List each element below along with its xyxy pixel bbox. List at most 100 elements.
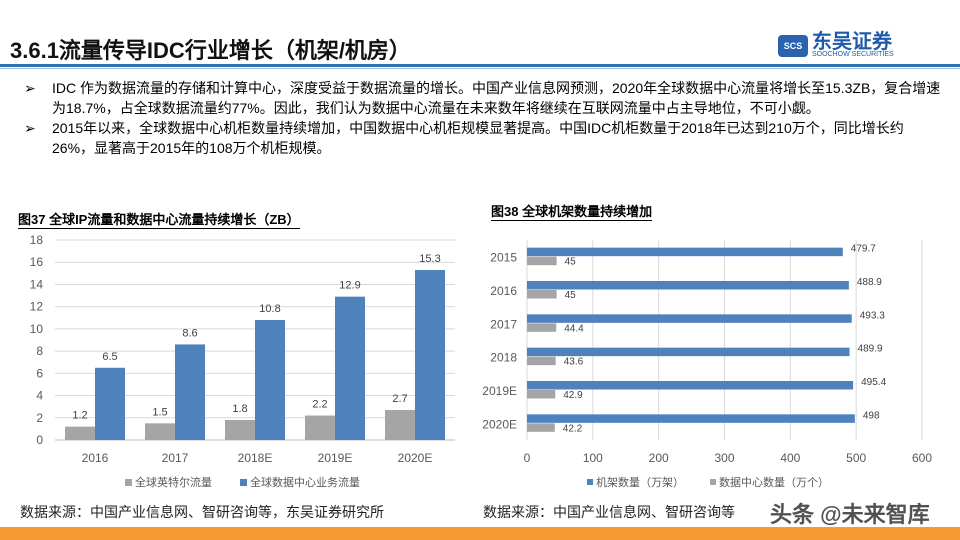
chart37-title: 图37 全球IP流量和数据中心流量持续增长（ZB） <box>18 212 300 229</box>
source-right: 数据来源：中国产业信息网、智研咨询等 <box>483 504 735 520</box>
data-label: 493.3 <box>860 310 885 321</box>
data-label: 45 <box>565 257 577 268</box>
header-divider <box>0 64 960 67</box>
data-label: 43.6 <box>564 357 584 368</box>
x-tick-label: 0 <box>524 451 531 465</box>
chart38-title: 图38 全球机架数量持续增加 <box>491 204 653 221</box>
source-left: 数据来源：中国产业信息网、智研咨询等，东吴证券研究所 <box>20 504 384 520</box>
bar <box>527 423 555 432</box>
data-label: 2.7 <box>392 393 407 405</box>
arrow-right-icon: ➢ <box>24 80 36 96</box>
data-label: 1.8 <box>232 403 247 415</box>
y-tick-label: 16 <box>30 255 44 269</box>
bar <box>255 320 285 440</box>
bullet-item: ➢ IDC 作为数据流量的存储和计算中心，深度受益于数据流量的增长。中国产业信息网… <box>24 78 944 118</box>
legend-label: 数据中心数量（万个） <box>719 475 829 489</box>
bar <box>305 415 335 440</box>
bar <box>527 247 843 257</box>
bar <box>527 356 556 366</box>
x-tick-label: 500 <box>846 451 866 465</box>
data-label: 42.2 <box>563 423 583 434</box>
data-label: 15.3 <box>419 253 440 265</box>
x-tick-label: 2017 <box>162 451 189 465</box>
bullet-text: IDC 作为数据流量的存储和计算中心，深度受益于数据流量的增长。中国产业信息网预… <box>52 80 941 116</box>
logo-en: SOOCHOW SECURITIES <box>812 51 894 58</box>
y-tick-label: 2020E <box>482 417 517 431</box>
logo-cn: 东吴证券 <box>812 31 892 53</box>
y-tick-label: 2015 <box>490 251 517 265</box>
data-label: 488.9 <box>857 277 882 288</box>
bar <box>527 314 852 323</box>
y-tick-label: 0 <box>36 433 43 447</box>
legend-swatch <box>587 479 593 485</box>
y-tick-label: 14 <box>30 277 44 291</box>
bullet-list: ➢ IDC 作为数据流量的存储和计算中心，深度受益于数据流量的增长。中国产业信息网… <box>24 78 944 158</box>
bar <box>385 410 415 440</box>
data-label: 498 <box>863 410 880 421</box>
bar <box>527 281 849 290</box>
y-tick-label: 2017 <box>490 317 517 331</box>
bar <box>527 414 855 423</box>
legend-swatch <box>125 479 132 486</box>
bar <box>527 256 557 266</box>
bullet-text: 2015年以来，全球数据中心机柜数量持续增加，中国数据中心机柜规模显著提高。中国… <box>52 120 904 156</box>
legend-swatch <box>710 479 716 485</box>
data-label: 2.2 <box>312 399 327 411</box>
bar <box>527 347 850 357</box>
data-label: 45 <box>565 290 577 301</box>
arrow-right-icon: ➢ <box>24 120 36 136</box>
logo-mark: SCS <box>778 34 808 57</box>
x-tick-label: 2020E <box>398 451 433 465</box>
watermark: 头条 @未来智库 <box>770 502 930 527</box>
bar <box>527 290 557 299</box>
legend-label: 全球数据中心业务流量 <box>250 475 360 489</box>
y-tick-label: 2 <box>36 411 43 425</box>
bar <box>65 426 95 440</box>
y-tick-label: 8 <box>36 344 43 358</box>
bar <box>225 420 255 440</box>
data-label: 479.7 <box>851 244 876 255</box>
data-label: 44.4 <box>564 323 584 334</box>
x-tick-label: 200 <box>649 451 669 465</box>
y-tick-label: 18 <box>30 233 44 247</box>
x-tick-label: 2019E <box>318 451 353 465</box>
x-tick-label: 400 <box>780 451 800 465</box>
y-tick-label: 6 <box>36 366 43 380</box>
x-tick-label: 2018E <box>238 451 273 465</box>
x-tick-label: 600 <box>912 451 932 465</box>
header-divider-thin <box>0 68 960 69</box>
page-title: 3.6.1流量传导IDC行业增长（机架/机房） <box>10 38 411 63</box>
y-tick-label: 2018 <box>490 351 517 365</box>
data-label: 495.4 <box>861 377 886 388</box>
data-label: 12.9 <box>339 280 360 292</box>
data-label: 6.5 <box>102 351 117 363</box>
x-tick-label: 2016 <box>82 451 109 465</box>
legend-swatch <box>240 479 247 486</box>
x-tick-label: 300 <box>714 451 734 465</box>
footer-bar <box>0 527 960 540</box>
y-tick-label: 10 <box>30 322 44 336</box>
bar <box>145 423 175 440</box>
data-label: 489.9 <box>858 344 883 355</box>
y-tick-label: 12 <box>30 300 44 314</box>
y-tick-label: 4 <box>36 389 43 403</box>
bar <box>527 323 557 332</box>
bar <box>415 270 445 440</box>
data-label: 10.8 <box>259 303 280 315</box>
data-label: 42.9 <box>563 390 583 401</box>
bar <box>527 381 854 390</box>
y-tick-label: 2019E <box>482 384 517 398</box>
logo: SCS 东吴证券 SOOCHOW SECURITIES <box>778 31 894 58</box>
data-label: 1.5 <box>152 406 167 418</box>
y-tick-label: 2016 <box>490 284 517 298</box>
bullet-item: ➢ 2015年以来，全球数据中心机柜数量持续增加，中国数据中心机柜规模显著提高。中… <box>24 118 944 158</box>
bar <box>175 344 205 440</box>
bar <box>335 296 365 440</box>
data-label: 8.6 <box>182 327 197 339</box>
bar <box>527 390 556 399</box>
legend-label: 全球英特尔流量 <box>135 475 212 489</box>
bar <box>95 367 125 440</box>
x-tick-label: 100 <box>583 451 603 465</box>
legend-label: 机架数量（万架） <box>596 475 684 489</box>
